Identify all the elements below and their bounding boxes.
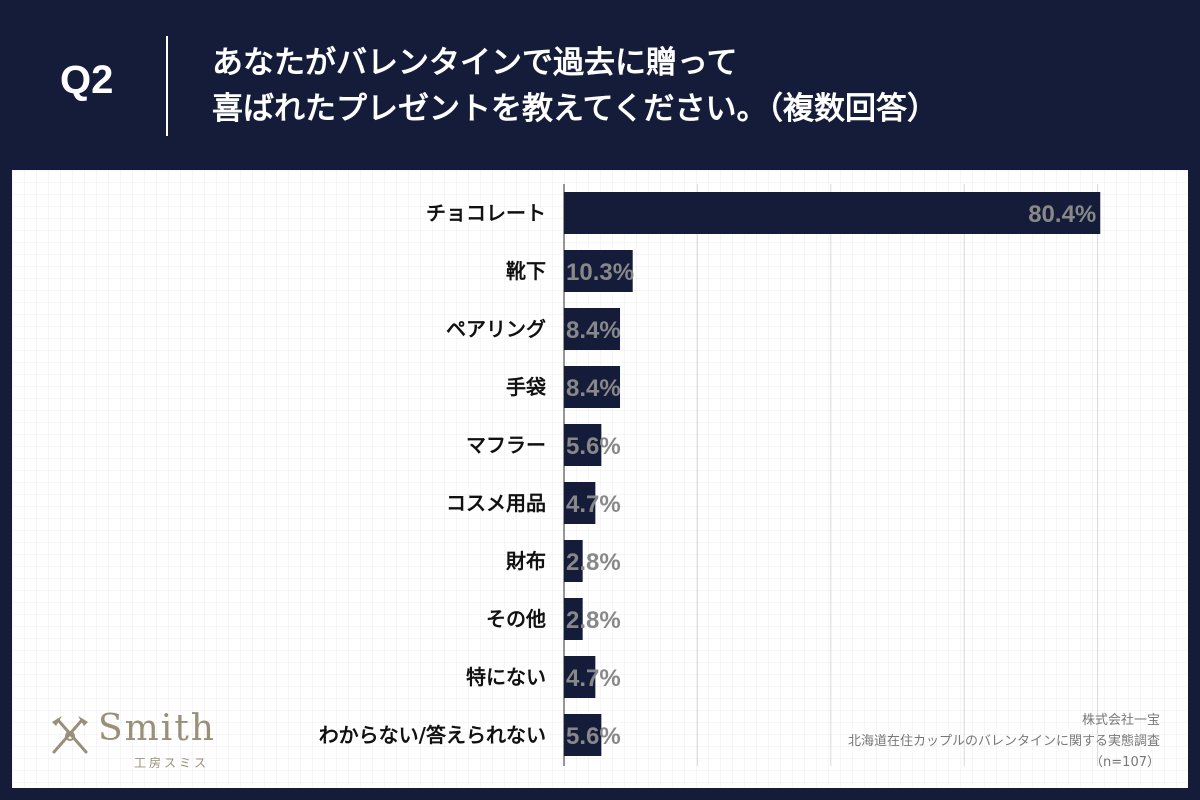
value-label-8: 4.7% bbox=[566, 665, 621, 692]
value-label-0: 80.4% bbox=[1028, 201, 1096, 228]
bar-1 bbox=[564, 250, 633, 292]
bar-7 bbox=[564, 598, 583, 640]
smith-logo: Smith 工房スミス bbox=[48, 708, 238, 770]
source-survey: 北海道在住カップルのバレンタインに関する実態調査 bbox=[847, 734, 1160, 749]
source-note: 株式会社一宝 北海道在住カップルのバレンタインに関する実態調査 （n=107） bbox=[848, 710, 1160, 773]
value-label-5: 4.7% bbox=[566, 491, 621, 518]
category-label-3: 手袋 bbox=[506, 375, 547, 399]
question-label: Q2 bbox=[60, 58, 114, 102]
category-label-6: 財布 bbox=[506, 549, 546, 573]
category-label-7: その他 bbox=[486, 607, 546, 631]
category-label-1: 靴下 bbox=[506, 259, 546, 283]
bar-6 bbox=[564, 540, 583, 582]
logo-subtitle: 工房スミス bbox=[134, 756, 210, 770]
bar-8 bbox=[564, 656, 596, 698]
value-label-1: 10.3% bbox=[566, 259, 634, 286]
crossed-tools-icon bbox=[52, 716, 88, 754]
value-label-6: 2.8% bbox=[566, 549, 621, 576]
category-label-5: コスメ用品 bbox=[446, 491, 546, 515]
category-label-9: わからない/答えられない bbox=[319, 723, 546, 747]
header-divider bbox=[166, 36, 168, 136]
chart-panel: チョコレート 80.4% 靴下 10.3% ペアリング 8.4% 手袋 8.4% マフラー 5.6… bbox=[12, 170, 1188, 788]
category-label-0: チョコレート bbox=[426, 201, 546, 225]
bar-2 bbox=[564, 308, 621, 350]
category-label-4: マフラー bbox=[466, 433, 546, 457]
bar-5 bbox=[564, 482, 596, 524]
bar-0 bbox=[564, 192, 1101, 234]
value-label-4: 5.6% bbox=[566, 433, 621, 460]
value-label-2: 8.4% bbox=[566, 317, 621, 344]
value-label-9: 5.6% bbox=[566, 723, 621, 750]
bar-3 bbox=[564, 366, 621, 408]
bar-chart: チョコレート 80.4% 靴下 10.3% ペアリング 8.4% 手袋 8.4% マフラー 5.6… bbox=[319, 184, 1101, 766]
value-label-7: 2.8% bbox=[566, 607, 621, 634]
bar-4 bbox=[564, 424, 602, 466]
header: Q2 あなたがバレンタインで過去に贈って 喜ばれたプレゼントを教えてください。（… bbox=[0, 0, 1200, 170]
question-title: あなたがバレンタインで過去に贈って 喜ばれたプレゼントを教えてください。（複数回… bbox=[212, 40, 1172, 132]
source-sample-size: （n=107） bbox=[1090, 755, 1160, 770]
question-title-line2: 喜ばれたプレゼントを教えてください。（複数回答） bbox=[212, 91, 939, 127]
value-label-3: 8.4% bbox=[566, 375, 621, 402]
source-company: 株式会社一宝 bbox=[1081, 713, 1160, 728]
logo-name: Smith bbox=[98, 708, 216, 749]
bar-9 bbox=[564, 714, 602, 756]
category-label-2: ペアリング bbox=[446, 317, 546, 341]
category-label-8: 特にない bbox=[466, 665, 546, 689]
question-title-line1: あなたがバレンタインで過去に贈って bbox=[212, 45, 738, 81]
